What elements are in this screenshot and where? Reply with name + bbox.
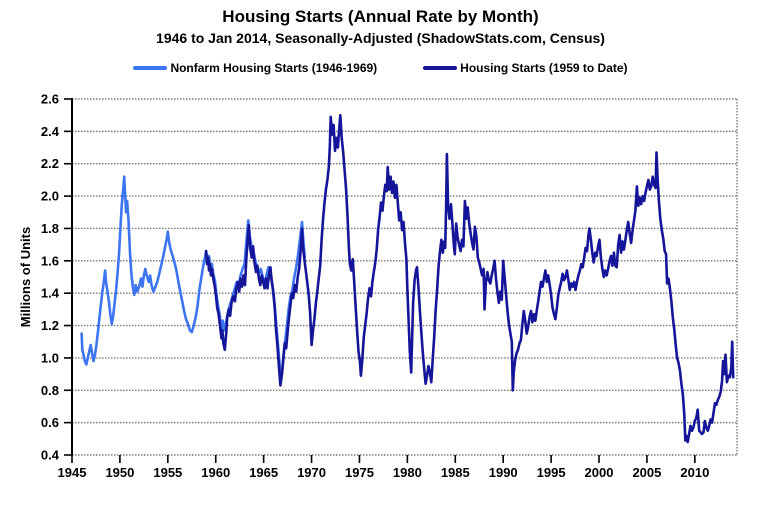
y-tick-label: 1.4 [41,286,60,301]
y-tick-label: 1.2 [41,318,59,333]
legend-swatch-icon [423,66,458,70]
x-tick-label: 1970 [297,465,326,480]
x-tick-label: 1965 [249,465,278,480]
y-tick-label: 2.4 [41,124,60,139]
x-tick-label: 1955 [153,465,182,480]
x-tick-label: 1945 [58,465,87,480]
y-tick-label: 1.6 [41,253,59,268]
legend-item-1: Housing Starts (1959 to Date) [423,61,628,75]
y-tick-label: 0.4 [41,448,60,463]
y-tick-label: 0.8 [41,383,59,398]
x-tick-label: 1995 [537,465,566,480]
x-tick-label: 2005 [632,465,661,480]
x-tick-label: 2010 [680,465,709,480]
x-tick-label: 1950 [105,465,134,480]
series-line-housing-1959-to-date [204,113,735,444]
y-tick-label: 2.6 [41,92,59,107]
y-tick-label: 2.0 [41,189,59,204]
chart-title: Housing Starts (Annual Rate by Month) [222,7,539,26]
legend-label: Housing Starts (1959 to Date) [460,61,628,75]
legend-label: Nonfarm Housing Starts (1946-1969) [170,61,378,75]
x-tick-label: 1975 [345,465,374,480]
y-axis-title: Millions of Units [18,227,33,327]
chart-subtitle: 1946 to Jan 2014, Seasonally-Adjusted (S… [156,30,605,46]
legend-swatch-icon [133,66,168,70]
chart-legend: Nonfarm Housing Starts (1946-1969) Housin… [0,61,761,75]
x-tick-label: 2000 [585,465,614,480]
x-tick-label: 1990 [489,465,518,480]
x-tick-label: 1980 [393,465,422,480]
y-tick-label: 1.8 [41,221,59,236]
legend-item-0: Nonfarm Housing Starts (1946-1969) [133,61,377,75]
y-tick-label: 2.2 [41,156,59,171]
y-tick-label: 0.6 [41,415,59,430]
x-tick-label: 1960 [201,465,230,480]
y-tick-label: 1.0 [41,350,59,365]
x-tick-label: 1985 [441,465,470,480]
